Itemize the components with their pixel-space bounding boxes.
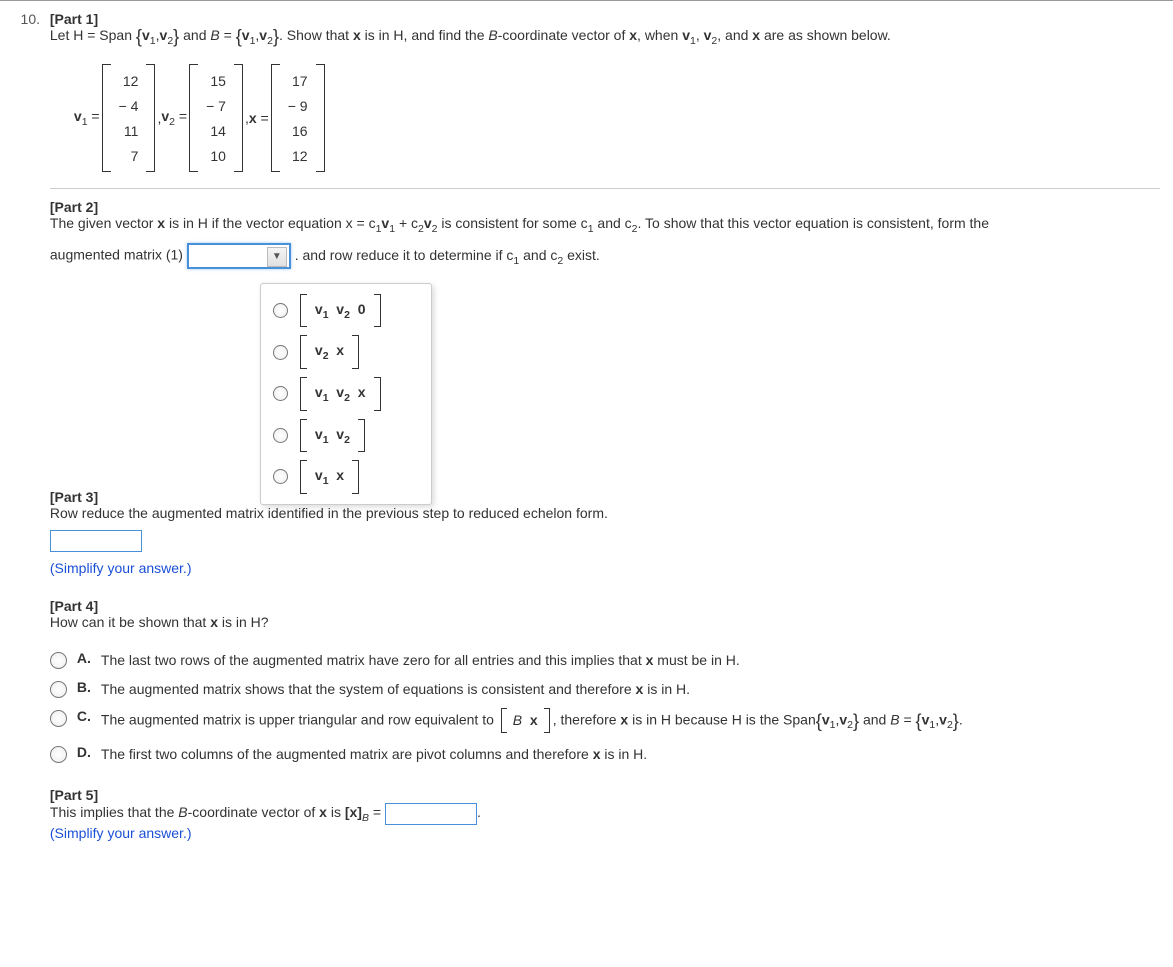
- radio-icon: [273, 386, 288, 401]
- mc-option-C[interactable]: C. The augmented matrix is upper triangu…: [50, 708, 1160, 735]
- v2-label: v2 =: [161, 108, 187, 128]
- v1-label: v1 =: [74, 108, 100, 128]
- question-container: 10. [Part 1] Let H = Span {v1,v2} and B …: [0, 1, 1173, 861]
- radio-icon: [273, 428, 288, 443]
- divider-1: [50, 188, 1160, 189]
- radio-icon: [273, 303, 288, 318]
- v2-matrix: 15 − 7 14 10: [189, 64, 243, 172]
- dropdown-arrow-icon: ▼: [267, 247, 287, 267]
- part4-question: How can it be shown that x is in H?: [50, 614, 269, 630]
- x-label: x =: [249, 110, 269, 126]
- part5-answer-input[interactable]: [385, 803, 477, 825]
- part3-text: Row reduce the augmented matrix identifi…: [50, 505, 608, 521]
- mc-option-B[interactable]: B. The augmented matrix shows that the s…: [50, 679, 1160, 700]
- part2-line2a: augmented matrix (1): [50, 247, 187, 263]
- radio-icon: [273, 469, 288, 484]
- radio-icon: [50, 746, 67, 763]
- question-body: [Part 1] Let H = Span {v1,v2} and B = {v…: [50, 11, 1160, 841]
- vector-definitions: v1 = 12 − 4 11 7 , v2 = 15 − 7 14: [74, 64, 1160, 172]
- mc-option-D[interactable]: D. The first two columns of the augmente…: [50, 744, 1160, 765]
- dropdown-option-4[interactable]: v1 v2: [271, 415, 421, 457]
- part2-label: [Part 2]: [50, 199, 98, 215]
- part2: [Part 2] The given vector x is in H if t…: [50, 199, 1160, 269]
- v1-matrix: 12 − 4 11 7: [102, 64, 156, 172]
- radio-icon: [50, 681, 67, 698]
- part5-note: (Simplify your answer.): [50, 825, 192, 841]
- mc-option-A[interactable]: A. The last two rows of the augmented ma…: [50, 650, 1160, 671]
- augmented-matrix-dropdown[interactable]: ▼: [187, 243, 291, 269]
- part3-note: (Simplify your answer.): [50, 560, 1160, 576]
- part3-answer-input[interactable]: [50, 530, 142, 552]
- question-number: 10.: [0, 11, 46, 27]
- dropdown-option-1[interactable]: v1 v2 0: [271, 290, 421, 332]
- part1-label: [Part 1]: [50, 11, 98, 27]
- dropdown-options-list: v1 v2 0 v2 x v1 v2 x v1 v2: [260, 283, 432, 505]
- dropdown-option-3[interactable]: v1 v2 x: [271, 373, 421, 415]
- part1-text: Let H = Span {v1,v2} and B = {v1,v2}. Sh…: [50, 27, 891, 43]
- part4: [Part 4] How can it be shown that x is i…: [50, 598, 1160, 764]
- part3-label: [Part 3]: [50, 489, 98, 505]
- part5-label: [Part 5]: [50, 787, 98, 803]
- x-matrix: 17 − 9 16 12: [271, 64, 325, 172]
- part5: [Part 5] This implies that the B-coordin…: [50, 787, 1160, 841]
- part2-line1: The given vector x is in H if the vector…: [50, 215, 989, 231]
- radio-icon: [50, 652, 67, 669]
- part4-label: [Part 4]: [50, 598, 98, 614]
- radio-icon: [50, 710, 67, 727]
- part5-text: This implies that the B-coordinate vecto…: [50, 804, 481, 820]
- part1: [Part 1] Let H = Span {v1,v2} and B = {v…: [50, 11, 1160, 48]
- part2-line2-wrap: augmented matrix (1) ▼ . and row reduce …: [50, 243, 1160, 269]
- dropdown-option-2[interactable]: v2 x: [271, 331, 421, 373]
- radio-icon: [273, 345, 288, 360]
- part3: [Part 3] Row reduce the augmented matrix…: [50, 489, 1160, 576]
- part2-line2b: . and row reduce it to determine if c1 a…: [295, 247, 600, 263]
- dropdown-option-5[interactable]: v1 x: [271, 456, 421, 498]
